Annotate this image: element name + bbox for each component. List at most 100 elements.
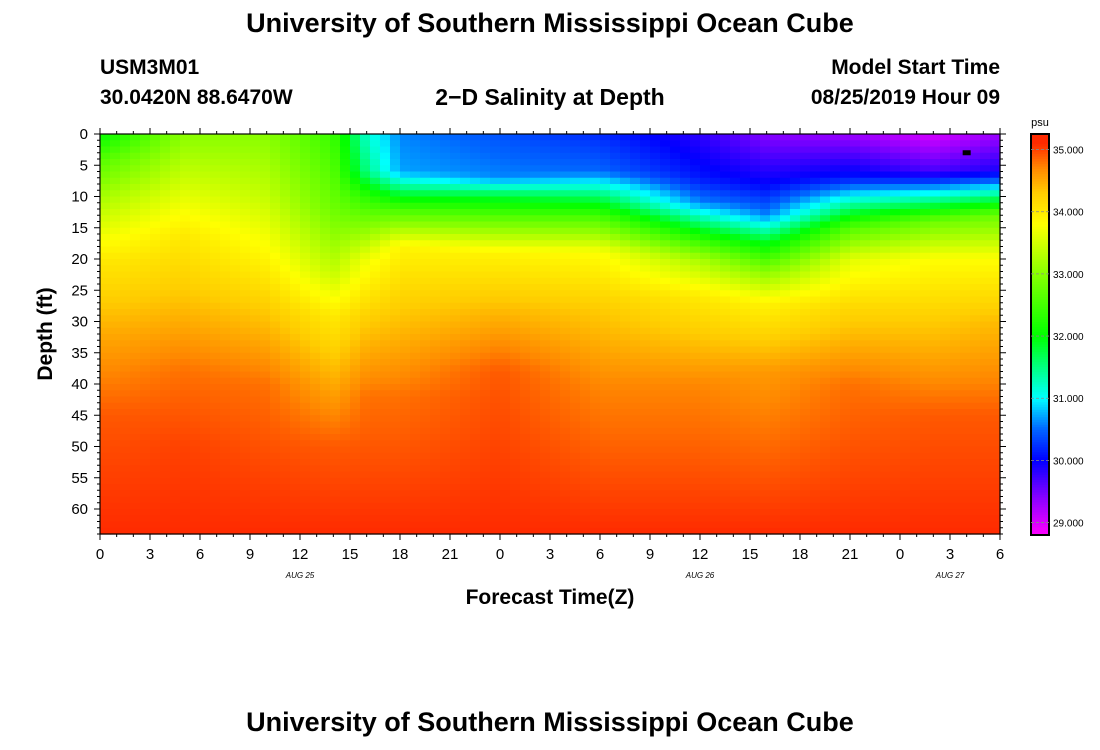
heat-cell — [240, 284, 251, 291]
heat-cell — [270, 227, 281, 235]
heat-cell — [850, 477, 861, 485]
heat-cell — [820, 259, 831, 266]
heat-cell — [430, 402, 441, 410]
heat-cell — [340, 440, 351, 448]
heat-cell — [870, 434, 881, 441]
heat-cell — [750, 502, 761, 510]
heat-cell — [140, 177, 151, 185]
heat-cell — [480, 484, 491, 491]
heat-cell — [450, 159, 461, 166]
heat-cell — [440, 521, 451, 529]
heat-cell — [370, 446, 381, 454]
heat-cell — [720, 346, 731, 354]
heat-cell — [590, 502, 601, 510]
heat-cell — [390, 440, 401, 448]
heat-cell — [770, 509, 781, 516]
heat-cell — [480, 377, 491, 385]
heat-cell — [650, 465, 661, 473]
heat-cell — [820, 334, 831, 341]
heat-cell — [510, 496, 521, 504]
heat-cell — [300, 384, 311, 391]
heat-cell — [710, 171, 721, 179]
heat-cell — [430, 415, 441, 423]
heat-cell — [280, 377, 291, 385]
heat-cell — [870, 146, 881, 154]
heat-cell — [620, 140, 631, 148]
heat-cell — [800, 196, 811, 204]
heat-cell — [390, 502, 401, 510]
heat-cell — [330, 459, 341, 466]
heat-cell — [840, 240, 851, 248]
heat-cell — [100, 396, 111, 404]
heat-cell — [490, 527, 501, 535]
heat-cell — [370, 459, 381, 466]
heat-cell — [850, 452, 861, 460]
heat-cell — [660, 177, 671, 185]
heat-cell — [390, 484, 401, 491]
heat-cell — [870, 377, 881, 385]
heat-cell — [750, 384, 761, 391]
heat-cell — [530, 140, 541, 148]
heat-cell — [340, 496, 351, 504]
heat-cell — [460, 452, 471, 460]
heat-cell — [180, 465, 191, 473]
heat-cell — [860, 446, 871, 454]
heat-cell — [140, 159, 151, 166]
heat-cell — [440, 340, 451, 348]
heat-cell — [580, 190, 591, 198]
heat-cell — [450, 271, 461, 279]
heat-cell — [420, 377, 431, 385]
heat-cell — [670, 527, 681, 535]
heat-cell — [590, 434, 601, 441]
heat-cell — [410, 352, 421, 360]
heat-cell — [840, 371, 851, 379]
heat-cell — [380, 315, 391, 323]
heat-cell — [660, 484, 671, 491]
heat-cell — [370, 284, 381, 291]
heat-cell — [560, 402, 571, 410]
heat-cell — [180, 365, 191, 373]
heat-cell — [480, 509, 491, 516]
heat-cell — [630, 359, 641, 366]
heat-cell — [430, 284, 441, 291]
heat-cell — [170, 440, 181, 448]
heat-cell — [520, 302, 531, 310]
heat-cell — [450, 277, 461, 285]
heat-cell — [130, 165, 141, 173]
heat-cell — [580, 171, 591, 179]
heat-cell — [490, 177, 501, 185]
heat-cell — [560, 227, 571, 235]
heat-cell — [800, 359, 811, 366]
heat-cell — [230, 177, 241, 185]
heat-cell — [210, 377, 221, 385]
heat-cell — [620, 384, 631, 391]
heat-cell — [320, 302, 331, 310]
heat-cell — [410, 196, 421, 204]
heat-cell — [540, 440, 551, 448]
heat-cell — [510, 290, 521, 298]
heat-cell — [460, 359, 471, 366]
heat-cell — [420, 215, 431, 223]
heat-cell — [450, 296, 461, 304]
heat-cell — [610, 409, 621, 416]
heat-cell — [260, 396, 271, 404]
heat-cell — [810, 146, 821, 154]
heat-cell — [420, 159, 431, 166]
heat-cell — [720, 240, 731, 248]
heat-cell — [240, 146, 251, 154]
heat-cell — [360, 402, 371, 410]
heat-cell — [120, 227, 131, 235]
heat-cell — [200, 221, 211, 229]
heat-cell — [330, 209, 341, 216]
heat-cell — [620, 440, 631, 448]
heat-cell — [480, 459, 491, 466]
heat-cell — [440, 171, 451, 179]
heat-cell — [870, 259, 881, 266]
heat-cell — [700, 159, 711, 166]
heat-cell — [690, 459, 701, 466]
heat-cell — [150, 190, 161, 198]
heat-cell — [350, 384, 361, 391]
heat-cell — [710, 196, 721, 204]
heat-cell — [420, 252, 431, 260]
heat-cell — [700, 427, 711, 435]
